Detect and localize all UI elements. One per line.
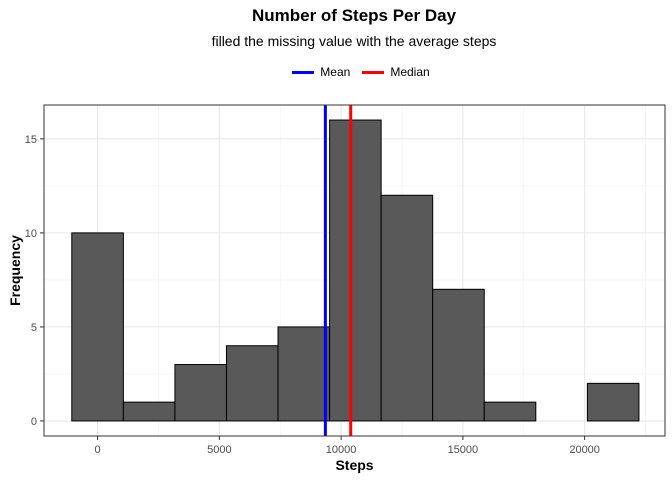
histogram-bars: [71, 119, 640, 422]
histogram-bar: [71, 232, 124, 422]
histogram-bar: [586, 382, 640, 422]
legend-label-median: Median: [390, 65, 430, 79]
legend-item-mean: Mean: [292, 65, 350, 79]
x-tick-label: 20000: [569, 444, 600, 456]
histogram-bar: [174, 364, 227, 422]
x-tick-label: 5000: [207, 444, 231, 456]
legend-key-median: [362, 70, 385, 74]
y-axis-title: Frequency: [7, 235, 23, 306]
histogram-bar: [225, 345, 279, 422]
chart-title: Number of Steps Per Day: [251, 6, 457, 25]
legend-key-mean: [292, 70, 315, 74]
histogram-bar: [277, 326, 331, 422]
reference-lines: [323, 105, 353, 436]
histogram-bar: [122, 401, 176, 422]
y-tick-label: 5: [31, 322, 37, 334]
y-tick-label: 15: [25, 134, 37, 146]
histogram-bar: [380, 194, 434, 422]
legend-label-mean: Mean: [320, 65, 351, 79]
x-tick-label: 0: [95, 444, 101, 456]
histogram-bar: [483, 401, 537, 422]
x-axis-title: Steps: [335, 457, 373, 473]
legend-item-median: Median: [362, 65, 430, 79]
chart-subtitle: filled the missing value with the averag…: [211, 33, 497, 49]
y-tick-label: 0: [31, 416, 37, 428]
panel-border: [43, 104, 666, 437]
x-tick-label: 10000: [326, 444, 357, 456]
x-tick-label: 15000: [448, 444, 479, 456]
histogram-bar: [432, 288, 485, 422]
axis-ticks: 0 5000 10000 15000 20000 0 5 10 15: [25, 134, 600, 456]
histogram-bar: [329, 119, 382, 422]
legend: Mean Median: [0, 65, 672, 79]
y-tick-label: 10: [25, 228, 37, 240]
